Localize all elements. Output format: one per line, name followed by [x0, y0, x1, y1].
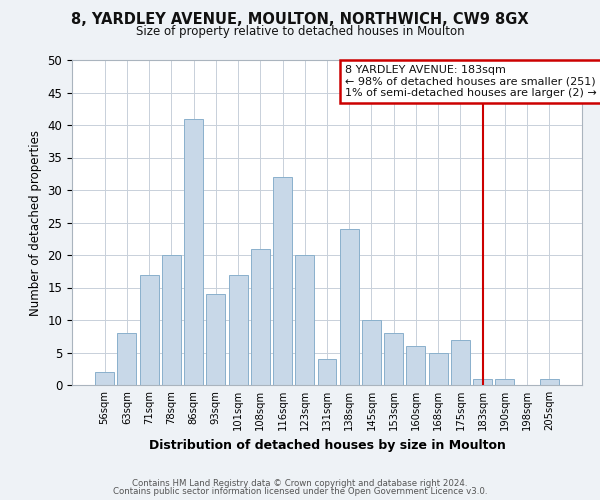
Bar	[384, 333, 403, 385]
Bar	[184, 118, 203, 385]
Text: Contains public sector information licensed under the Open Government Licence v3: Contains public sector information licen…	[113, 487, 487, 496]
Bar	[162, 255, 181, 385]
Bar	[140, 274, 158, 385]
Bar	[473, 378, 492, 385]
Bar	[118, 333, 136, 385]
Text: Contains HM Land Registry data © Crown copyright and database right 2024.: Contains HM Land Registry data © Crown c…	[132, 479, 468, 488]
Bar	[206, 294, 225, 385]
X-axis label: Distribution of detached houses by size in Moulton: Distribution of detached houses by size …	[149, 438, 505, 452]
Bar	[251, 248, 270, 385]
Bar	[362, 320, 381, 385]
Bar	[340, 229, 359, 385]
Text: 8 YARDLEY AVENUE: 183sqm
← 98% of detached houses are smaller (251)
1% of semi-d: 8 YARDLEY AVENUE: 183sqm ← 98% of detach…	[345, 65, 596, 98]
Bar	[451, 340, 470, 385]
Bar	[229, 274, 248, 385]
Text: Size of property relative to detached houses in Moulton: Size of property relative to detached ho…	[136, 25, 464, 38]
Bar	[95, 372, 114, 385]
Text: 8, YARDLEY AVENUE, MOULTON, NORTHWICH, CW9 8GX: 8, YARDLEY AVENUE, MOULTON, NORTHWICH, C…	[71, 12, 529, 28]
Bar	[317, 359, 337, 385]
Bar	[540, 378, 559, 385]
Bar	[273, 177, 292, 385]
Y-axis label: Number of detached properties: Number of detached properties	[29, 130, 42, 316]
Bar	[406, 346, 425, 385]
Bar	[295, 255, 314, 385]
Bar	[429, 352, 448, 385]
Bar	[496, 378, 514, 385]
